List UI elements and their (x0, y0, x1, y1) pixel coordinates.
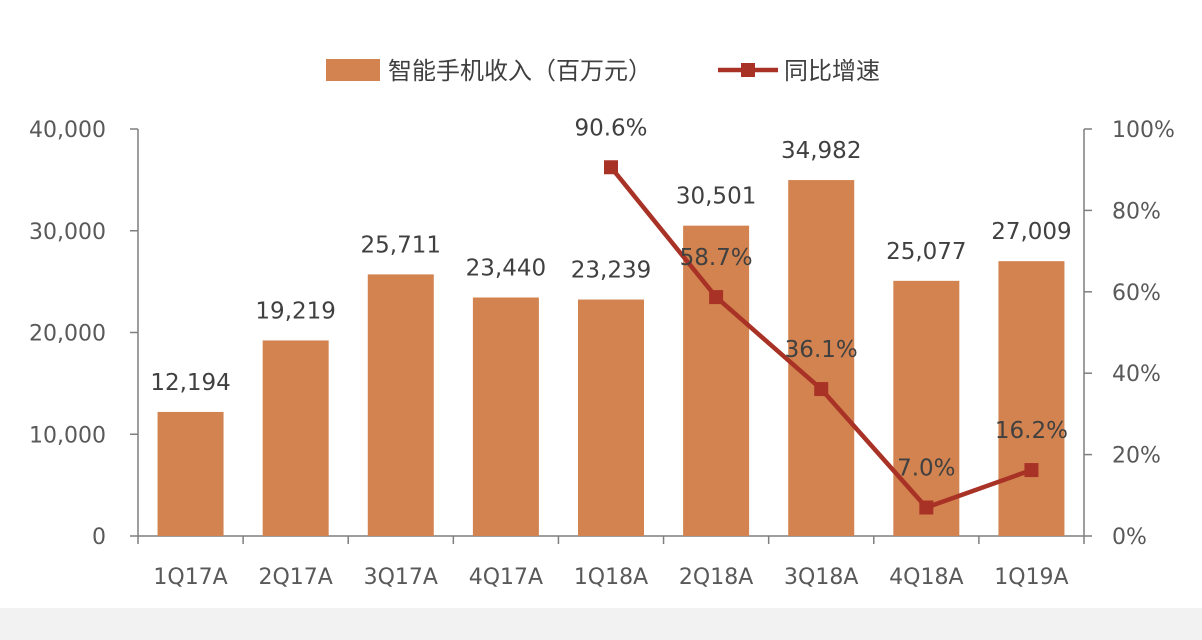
x-tick-label: 3Q18A (784, 565, 858, 590)
right-axis-ticks: 0% 20% 40% 60% 80% 100% (1084, 118, 1175, 550)
bar (157, 411, 224, 536)
legend-line-label: 同比增速 (784, 57, 880, 85)
bar (472, 297, 539, 536)
bar (893, 280, 960, 536)
x-tick-label: 3Q17A (364, 565, 438, 590)
footer-band (0, 608, 1202, 640)
bar-value-label: 23,239 (571, 258, 651, 284)
x-axis-ticks: 1Q17A 2Q17A 3Q17A 4Q17A 1Q18A 2Q18A 3Q18A 4Q18A… (137, 536, 1085, 590)
line-value-labels: 90.6% 58.7% 36.1% 7.0% 16.2% (574, 115, 1068, 481)
bar-value-label: 30,501 (676, 184, 756, 210)
bar (788, 180, 855, 536)
x-tick-label: 4Q17A (469, 565, 543, 590)
right-tick-label: 20% (1112, 444, 1161, 469)
bar-value-labels: 12,194 19,219 25,711 23,440 23,239 30,501 34,9… (150, 138, 1071, 396)
right-tick-label: 0% (1112, 525, 1147, 550)
left-axis-ticks: 0 10,000 20,000 30,000 40,000 (29, 118, 138, 550)
bar (998, 261, 1065, 536)
x-tick-label: 1Q18A (574, 565, 648, 590)
right-tick-label: 80% (1112, 199, 1161, 224)
x-tick-label: 1Q19A (994, 565, 1068, 590)
left-tick-label: 40,000 (29, 118, 106, 143)
line-marker (919, 500, 934, 515)
bar (367, 274, 434, 536)
legend: 智能手机收入（百万元） 同比增速 (326, 57, 880, 85)
line-marker (814, 382, 829, 397)
line-value-label: 36.1% (785, 337, 858, 363)
line-value-label: 7.0% (897, 456, 955, 482)
left-tick-label: 10,000 (29, 423, 106, 448)
right-tick-label: 40% (1112, 362, 1161, 387)
legend-bar-label: 智能手机收入（百万元） (388, 57, 652, 85)
bar (683, 225, 750, 536)
bar-value-label: 19,219 (255, 298, 335, 324)
bar-value-label: 25,077 (886, 239, 966, 265)
line-marker (1024, 463, 1039, 478)
bar-value-label: 34,982 (781, 138, 861, 164)
x-tick-label: 2Q18A (679, 565, 753, 590)
line-marker (604, 160, 618, 175)
legend-bar-swatch (326, 59, 380, 81)
line-marker (709, 290, 724, 305)
x-tick-label: 1Q17A (153, 565, 227, 590)
bar-value-label: 12,194 (150, 370, 230, 396)
bar (578, 299, 644, 536)
bar-series (157, 180, 1065, 536)
left-tick-label: 30,000 (29, 220, 106, 245)
line-value-label: 58.7% (680, 245, 753, 271)
bar-value-label: 25,711 (361, 232, 441, 258)
legend-line-marker (741, 63, 755, 77)
x-tick-label: 4Q18A (889, 565, 963, 590)
left-tick-label: 20,000 (29, 322, 106, 347)
line-series (604, 160, 1039, 515)
line-value-label: 90.6% (574, 115, 647, 141)
right-tick-label: 100% (1112, 118, 1175, 143)
left-tick-label: 0 (92, 525, 106, 550)
x-tick-label: 2Q17A (258, 565, 332, 590)
line-value-label: 16.2% (995, 418, 1068, 444)
bar-value-label: 27,009 (991, 219, 1071, 245)
bar (262, 340, 329, 536)
right-tick-label: 60% (1112, 281, 1161, 306)
bar-value-label: 23,440 (466, 255, 546, 281)
